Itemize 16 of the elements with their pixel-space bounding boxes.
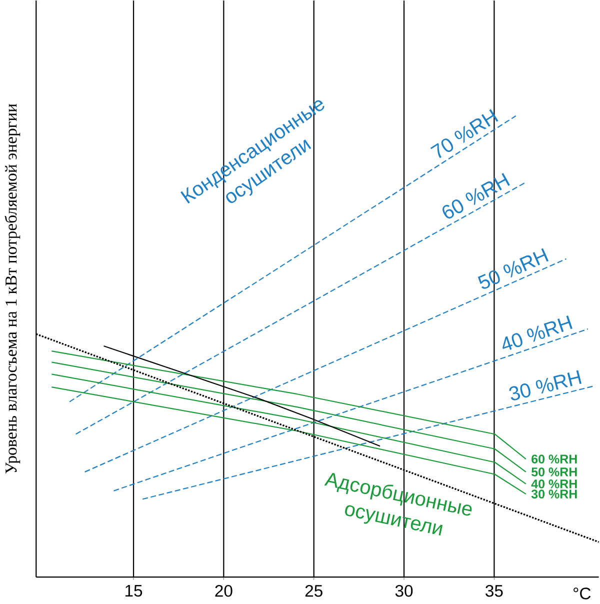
x-tick-label: 35	[486, 584, 503, 597]
x-tick-label: 20	[215, 584, 232, 597]
series-label: 50 %RH	[532, 468, 577, 476]
x-tick-label: 25	[306, 584, 323, 597]
x-axis-title: °C	[574, 588, 591, 600]
x-tick-label: 30	[396, 584, 413, 597]
x-tick-label: 15	[126, 584, 142, 597]
y-axis-title: Уровень влагосъема на 1 кВт потребляемой энергии	[4, 104, 20, 474]
text: 60 %RH	[442, 172, 510, 219]
series-label: 30 %RH	[532, 490, 577, 498]
text: 70 %RH	[430, 109, 498, 158]
text: 50 %RH	[478, 248, 549, 289]
text: 40 %RH	[502, 316, 573, 350]
series-label: 40 %RH	[531, 479, 577, 488]
series-label: 60 %RH	[532, 454, 577, 464]
text: 30 %RH	[509, 370, 582, 400]
